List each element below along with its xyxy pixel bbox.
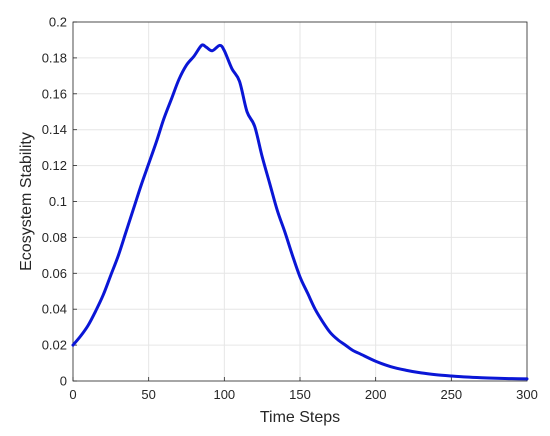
x-tick-label: 100 (213, 387, 235, 402)
x-tick-label: 200 (365, 387, 387, 402)
x-tick-label: 300 (516, 387, 538, 402)
y-tick-label: 0.16 (42, 86, 67, 101)
y-tick-label: 0.12 (42, 158, 67, 173)
y-tick-label: 0.08 (42, 230, 67, 245)
series-line (71, 43, 529, 381)
y-tick-label: 0.1 (49, 194, 67, 209)
y-tick-label: 0.14 (42, 122, 67, 137)
axis-ticks: 0 50 100 150 200 250 300 0 0.02 0.04 0.06 0.08 0.1 0.… (42, 15, 538, 403)
y-tick-label: 0.06 (42, 266, 67, 281)
series-layer (71, 43, 529, 381)
y-tick-label: 0.04 (42, 302, 67, 317)
x-tick-label: 50 (141, 387, 155, 402)
x-tick-label: 250 (440, 387, 462, 402)
y-axis-label: Ecosystem Stability (18, 132, 35, 271)
y-tick-label: 0.02 (42, 338, 67, 353)
y-tick-label: 0 (60, 374, 67, 389)
x-tick-label: 0 (69, 387, 76, 402)
x-axis-label: Time Steps (260, 409, 340, 426)
x-tick-label: 150 (289, 387, 311, 402)
grid (72, 21, 528, 382)
y-tick-label: 0.2 (49, 15, 67, 30)
y-tick-label: 0.18 (42, 50, 67, 65)
